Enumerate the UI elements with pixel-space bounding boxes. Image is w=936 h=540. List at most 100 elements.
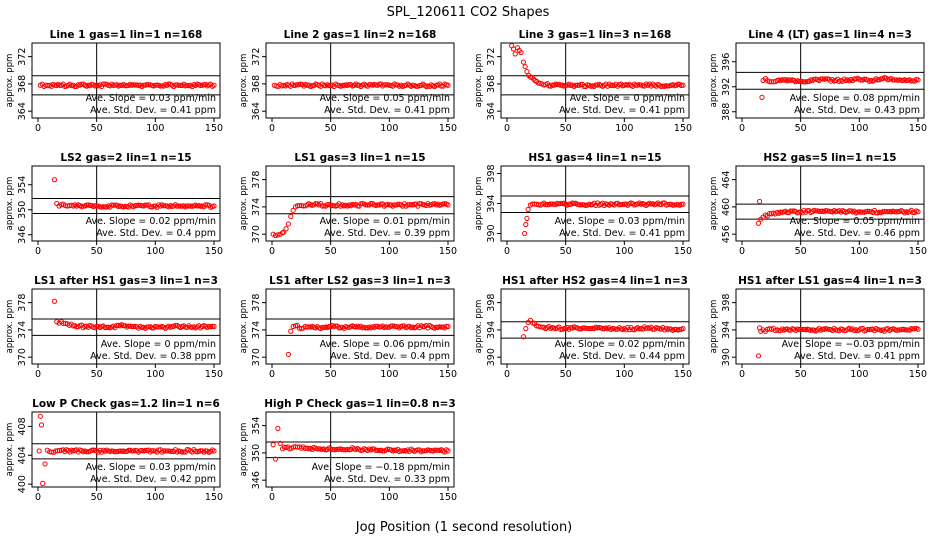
- data-point: [117, 448, 123, 454]
- y-tick-label: 378: [251, 171, 262, 189]
- x-tick-label: 100: [146, 492, 164, 503]
- data-point: [774, 77, 780, 84]
- data-point: [272, 456, 279, 462]
- chart-panel-2: Line 2 gas=1 lin=2 n=168 0 50 100 150 364 368 3…: [239, 29, 457, 134]
- chart-panel-13: Low P Check gas=1.2 lin=1 n=6 0 50 100 150 40…: [5, 398, 223, 503]
- y-axis-label: approx. ppm: [239, 300, 249, 354]
- data-point: [524, 69, 530, 75]
- data-point: [164, 82, 170, 88]
- data-point: [421, 202, 428, 208]
- plot-frame: [500, 288, 690, 365]
- data-point: [105, 324, 112, 330]
- std-dev-annotation: Ave. Std. Dev. = 0.33 ppm: [324, 474, 450, 485]
- data-point: [316, 82, 322, 88]
- data-point: [518, 49, 524, 56]
- x-tick-label: 100: [615, 123, 633, 134]
- data-point: [141, 324, 147, 330]
- x-tick-label: 150: [909, 246, 927, 257]
- y-tick-label: 408: [17, 417, 28, 435]
- x-tick-label: 50: [325, 123, 337, 134]
- y-axis-label: approx. ppm: [239, 177, 249, 231]
- data-point-trace: [122, 83, 128, 89]
- data-point: [275, 425, 281, 431]
- data-point: [433, 82, 439, 88]
- x-tick-label: 50: [325, 369, 337, 380]
- data-point: [105, 203, 112, 209]
- data-point: [117, 82, 123, 88]
- data-point: [543, 81, 549, 88]
- slope-annotation: Ave. Slope = 0.03 ppm/min: [86, 93, 216, 104]
- data-point: [386, 324, 392, 330]
- data-point: [51, 298, 58, 304]
- data-point-trace: [558, 326, 564, 333]
- data-point: [328, 82, 334, 88]
- data-point: [891, 77, 898, 83]
- x-tick-label: 100: [615, 369, 633, 380]
- data-point: [70, 323, 76, 329]
- data-point: [281, 82, 287, 88]
- data-point: [176, 448, 182, 454]
- data-point: [680, 325, 686, 332]
- y-tick-label: 364: [486, 102, 497, 120]
- y-tick-label: 346: [17, 226, 28, 244]
- data-point: [275, 232, 281, 238]
- data-point: [586, 82, 592, 88]
- x-tick-label: 0: [269, 492, 275, 503]
- data-point: [915, 77, 921, 83]
- data-point-trace: [179, 449, 185, 455]
- panel-title: High P Check gas=1 lin=0.8 n=3: [264, 398, 455, 410]
- data-point: [656, 201, 663, 207]
- chart-panel-8: HS2 gas=5 lin=1 n=15 0 50 100 150 456 460 464ap…: [709, 152, 927, 257]
- data-point: [64, 321, 70, 327]
- x-tick-label: 50: [325, 492, 337, 503]
- data-point: [774, 327, 780, 333]
- data-point: [410, 82, 416, 88]
- data-point: [880, 327, 886, 333]
- data-point-trace: [677, 326, 683, 332]
- y-axis-label: approx. ppm: [239, 54, 249, 108]
- plot-frame: [265, 288, 455, 365]
- data-point: [445, 202, 451, 208]
- data-point: [891, 209, 898, 215]
- data-point-trace: [334, 446, 340, 452]
- data-point: [539, 201, 545, 207]
- data-point: [656, 82, 663, 88]
- x-tick-label: 0: [269, 246, 275, 257]
- y-tick-label: 354: [251, 417, 262, 435]
- data-point: [798, 209, 804, 215]
- data-point: [821, 326, 827, 332]
- data-point-trace: [678, 201, 684, 207]
- data-point: [563, 82, 569, 88]
- std-dev-annotation: Ave. Std. Dev. = 0.4 ppm: [330, 351, 450, 362]
- data-point: [285, 351, 292, 358]
- panel-title: LS1 after HS1 gas=3 lin=1 n=3: [34, 275, 218, 287]
- data-point: [768, 326, 774, 332]
- data-point-trace: [156, 324, 162, 330]
- data-point: [351, 323, 357, 330]
- data-point: [598, 82, 604, 88]
- data-point: [512, 51, 518, 57]
- x-tick-label: 100: [380, 369, 398, 380]
- data-point: [94, 203, 100, 209]
- data-point: [445, 82, 451, 88]
- data-point: [58, 82, 65, 88]
- y-tick-label: 372: [17, 48, 28, 66]
- data-point: [421, 82, 428, 88]
- x-tick-label: 150: [674, 246, 692, 257]
- data-point: [421, 448, 428, 454]
- data-point: [270, 442, 276, 448]
- data-point: [375, 323, 381, 330]
- data-point: [211, 82, 217, 88]
- data-point: [833, 209, 839, 215]
- data-point: [37, 82, 43, 88]
- page-title: SPL_120611 CO2 Shapes: [387, 5, 550, 20]
- data-point: [105, 82, 112, 88]
- y-axis-label: approx. ppm: [5, 54, 15, 108]
- plot-frame: [265, 42, 455, 119]
- data-point: [668, 82, 674, 88]
- x-tick-label: 0: [739, 246, 745, 257]
- chart-panel-9: LS1 after HS1 gas=3 lin=1 n=3 0 50 100 150 37…: [5, 275, 223, 380]
- data-point-trace: [331, 447, 337, 453]
- data-point: [762, 328, 769, 334]
- data-point: [304, 445, 310, 451]
